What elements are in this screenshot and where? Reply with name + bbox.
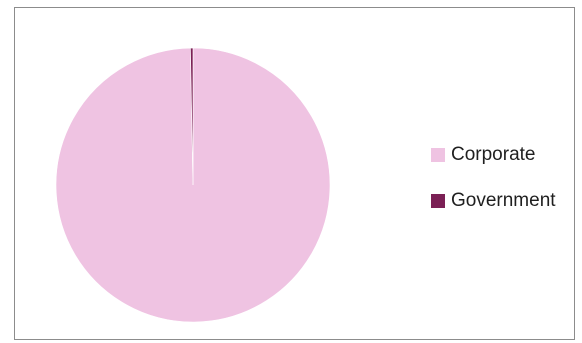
legend: Corporate Government [431, 143, 556, 235]
legend-entry-government: Government [431, 189, 556, 213]
legend-label-government: Government [451, 190, 556, 211]
legend-swatch-government [431, 194, 445, 208]
pie-slice-government [190, 47, 194, 186]
legend-swatch-corporate [431, 148, 445, 162]
legend-entry-corporate: Corporate [431, 143, 556, 167]
legend-label-corporate: Corporate [451, 144, 536, 165]
